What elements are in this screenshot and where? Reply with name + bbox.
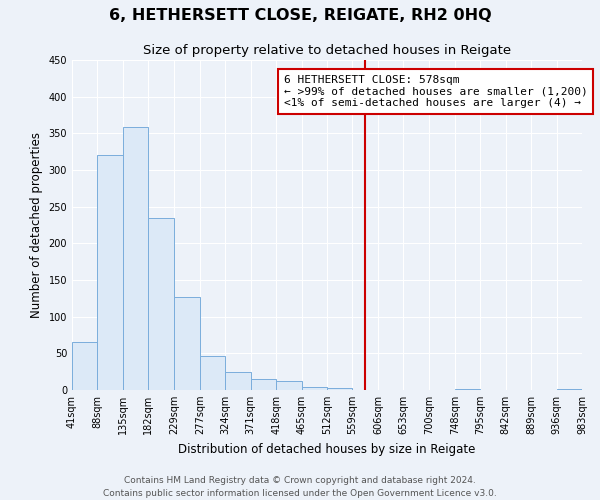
- Bar: [123, 128, 148, 390]
- Bar: [455, 388, 480, 390]
- Bar: [148, 218, 174, 390]
- Text: 6, HETHERSETT CLOSE, REIGATE, RH2 0HQ: 6, HETHERSETT CLOSE, REIGATE, RH2 0HQ: [109, 8, 491, 22]
- Bar: [276, 381, 302, 390]
- Bar: [327, 388, 352, 390]
- Bar: [174, 297, 200, 390]
- Text: Contains HM Land Registry data © Crown copyright and database right 2024.
Contai: Contains HM Land Registry data © Crown c…: [103, 476, 497, 498]
- Bar: [302, 387, 327, 390]
- Bar: [200, 356, 225, 390]
- Bar: [225, 372, 251, 390]
- Title: Size of property relative to detached houses in Reigate: Size of property relative to detached ho…: [143, 44, 511, 58]
- X-axis label: Distribution of detached houses by size in Reigate: Distribution of detached houses by size …: [178, 442, 476, 456]
- Bar: [72, 342, 97, 390]
- Bar: [97, 156, 123, 390]
- Bar: [251, 379, 276, 390]
- Text: 6 HETHERSETT CLOSE: 578sqm
← >99% of detached houses are smaller (1,200)
<1% of : 6 HETHERSETT CLOSE: 578sqm ← >99% of det…: [284, 75, 587, 108]
- Y-axis label: Number of detached properties: Number of detached properties: [30, 132, 43, 318]
- Bar: [557, 388, 582, 390]
